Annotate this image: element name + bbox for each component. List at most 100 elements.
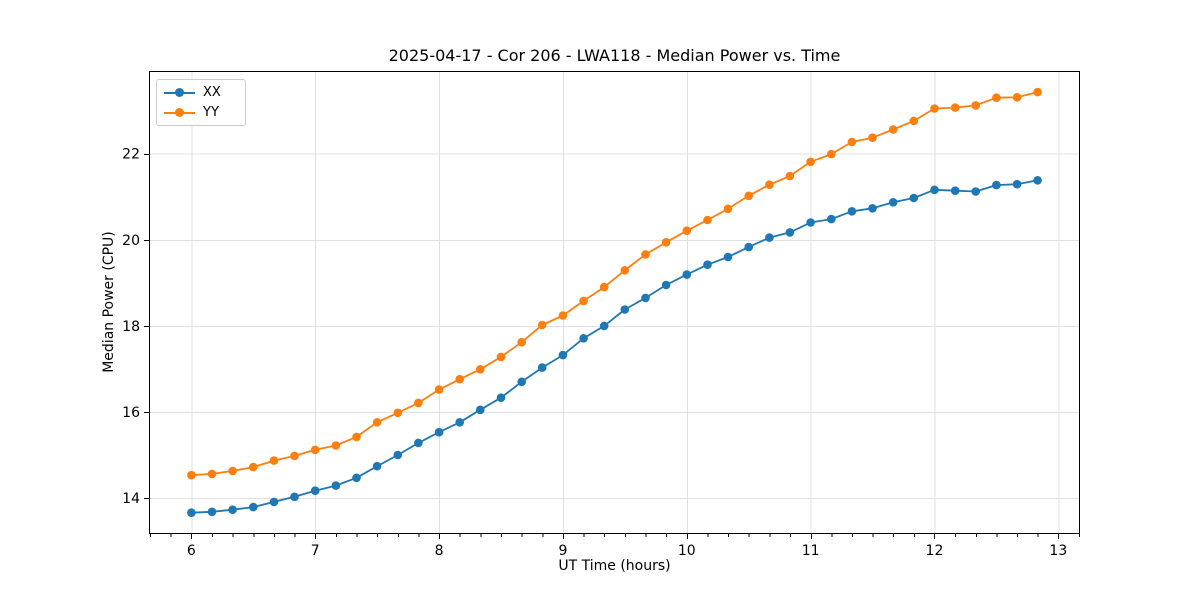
legend-item-yy: YY <box>164 105 221 120</box>
legend: XX YY <box>156 79 246 126</box>
data-point-yy <box>723 204 733 214</box>
data-point-xx <box>744 242 753 252</box>
y-tick-label: 18 <box>122 319 140 335</box>
data-point-xx <box>599 321 609 331</box>
data-point-xx <box>703 260 712 270</box>
y-tick-label: 14 <box>122 491 140 507</box>
data-point-yy <box>414 398 423 408</box>
chart-title: 2025-04-17 - Cor 206 - LWA118 - Median P… <box>388 46 841 65</box>
data-point-xx <box>971 187 980 196</box>
data-point-xx <box>930 185 939 195</box>
data-point-xx <box>207 507 217 517</box>
y-axis-label: Median Power (CPU) <box>101 231 117 373</box>
data-point-yy <box>228 466 237 476</box>
axes-spines <box>149 71 1080 534</box>
data-point-yy <box>352 432 361 442</box>
y-tick-label: 20 <box>122 233 140 249</box>
data-point-xx <box>888 198 898 207</box>
data-point-yy <box>888 125 898 134</box>
data-point-yy <box>909 116 919 126</box>
data-point-xx <box>249 502 258 512</box>
data-point-yy <box>393 408 403 418</box>
x-tick-label: 12 <box>926 543 944 559</box>
data-point-xx <box>455 418 465 427</box>
data-point-yy <box>331 441 341 450</box>
data-point-yy <box>207 469 217 479</box>
legend-swatch-0 <box>164 88 195 97</box>
data-point-xx <box>290 492 299 502</box>
x-tick-label: 7 <box>311 543 320 559</box>
data-point-yy <box>310 445 320 455</box>
data-point-xx <box>641 293 650 303</box>
data-point-yy <box>827 149 836 159</box>
data-point-xx <box>950 186 960 195</box>
x-tick-label: 6 <box>187 543 196 559</box>
data-point-yy <box>682 226 692 235</box>
data-point-yy <box>558 311 568 320</box>
data-point-xx <box>806 218 815 227</box>
x-tick-label: 9 <box>558 543 567 559</box>
data-point-yy <box>579 296 588 306</box>
data-point-xx <box>476 405 485 415</box>
data-point-yy <box>992 93 1001 102</box>
data-point-xx <box>434 427 444 437</box>
data-point-yy <box>971 101 980 110</box>
data-point-yy <box>249 462 258 472</box>
legend-label-1: YY <box>203 105 219 120</box>
series-line-yy <box>190 91 1039 477</box>
data-point-xx <box>785 228 795 237</box>
data-point-yy <box>847 137 857 147</box>
data-point-yy <box>868 133 877 142</box>
legend-swatch-1 <box>164 108 195 117</box>
data-point-yy <box>620 266 630 275</box>
x-tick-label: 13 <box>1049 543 1067 559</box>
data-point-xx <box>682 270 692 279</box>
data-point-yy <box>187 470 196 480</box>
data-point-yy <box>950 103 960 112</box>
data-point-yy <box>372 418 382 427</box>
data-point-xx <box>620 305 630 314</box>
data-point-xx <box>1033 176 1042 185</box>
x-axis-label: UT Time (hours) <box>558 558 671 574</box>
data-point-yy <box>765 180 774 189</box>
data-point-xx <box>847 207 857 216</box>
data-point-xx <box>517 377 526 387</box>
data-point-xx <box>269 497 279 507</box>
series-line-xx <box>190 179 1039 514</box>
data-point-yy <box>537 320 547 330</box>
data-point-xx <box>310 486 320 496</box>
data-point-xx <box>537 363 547 372</box>
data-point-yy <box>785 171 795 181</box>
data-point-xx <box>765 233 774 242</box>
data-point-yy <box>1033 87 1042 97</box>
data-point-yy <box>806 157 815 167</box>
data-point-xx <box>496 393 506 403</box>
data-point-xx <box>827 214 836 224</box>
data-point-yy <box>641 250 650 259</box>
data-point-yy <box>290 451 299 461</box>
data-point-yy <box>744 191 753 201</box>
data-point-xx <box>352 473 361 483</box>
data-point-yy <box>476 365 485 374</box>
data-point-yy <box>930 104 939 113</box>
data-point-yy <box>599 282 609 292</box>
data-point-xx <box>661 280 671 290</box>
data-point-yy <box>434 385 444 394</box>
data-point-xx <box>228 505 237 514</box>
x-tick-label: 8 <box>435 543 444 559</box>
data-point-xx <box>372 461 382 471</box>
data-point-yy <box>269 456 279 465</box>
y-tick-label: 16 <box>122 405 140 421</box>
data-point-yy <box>455 374 465 384</box>
x-tick-label: 10 <box>678 543 696 559</box>
y-tick-label: 22 <box>122 147 140 163</box>
data-point-xx <box>1012 179 1022 189</box>
data-point-xx <box>187 508 196 517</box>
legend-label-0: XX <box>203 85 221 100</box>
data-point-xx <box>909 193 919 203</box>
legend-item-xx: XX <box>164 85 221 100</box>
x-tick-label: 11 <box>802 543 820 559</box>
data-point-yy <box>1012 93 1022 102</box>
